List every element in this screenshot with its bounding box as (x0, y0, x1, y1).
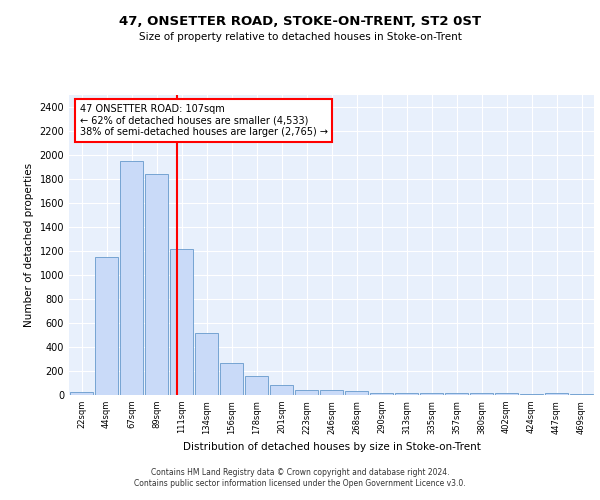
X-axis label: Distribution of detached houses by size in Stoke-on-Trent: Distribution of detached houses by size … (182, 442, 481, 452)
Text: 47, ONSETTER ROAD, STOKE-ON-TRENT, ST2 0ST: 47, ONSETTER ROAD, STOKE-ON-TRENT, ST2 0… (119, 15, 481, 28)
Text: 47 ONSETTER ROAD: 107sqm
← 62% of detached houses are smaller (4,533)
38% of sem: 47 ONSETTER ROAD: 107sqm ← 62% of detach… (79, 104, 328, 137)
Bar (320, 390, 343, 395)
Bar (70, 392, 93, 395)
Bar (545, 393, 568, 395)
Bar (220, 363, 243, 395)
Bar (520, 394, 543, 395)
Bar (420, 393, 443, 395)
Bar (145, 174, 168, 395)
Bar (195, 333, 218, 395)
Bar (495, 393, 518, 395)
Bar (170, 248, 193, 395)
Bar (245, 376, 268, 395)
Bar (345, 391, 368, 395)
Text: Contains HM Land Registry data © Crown copyright and database right 2024.
Contai: Contains HM Land Registry data © Crown c… (134, 468, 466, 487)
Bar (395, 393, 418, 395)
Bar (120, 161, 143, 395)
Bar (270, 385, 293, 395)
Bar (95, 257, 118, 395)
Text: Size of property relative to detached houses in Stoke-on-Trent: Size of property relative to detached ho… (139, 32, 461, 42)
Bar (370, 393, 393, 395)
Bar (570, 394, 593, 395)
Y-axis label: Number of detached properties: Number of detached properties (24, 163, 34, 327)
Bar (470, 393, 493, 395)
Bar (445, 393, 468, 395)
Bar (295, 390, 318, 395)
